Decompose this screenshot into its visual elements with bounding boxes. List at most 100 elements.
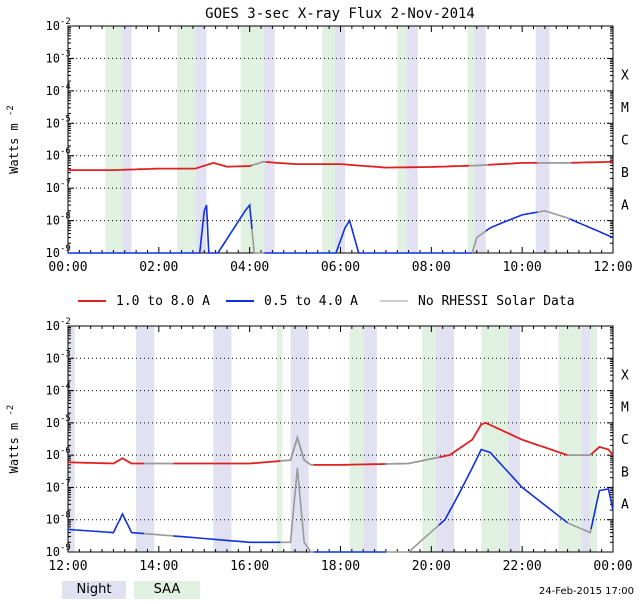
saa-band bbox=[481, 326, 508, 552]
flare-class-label: M bbox=[621, 401, 629, 416]
saa-legend-box: SAA bbox=[134, 581, 200, 599]
short-series-line bbox=[486, 212, 538, 231]
night-band bbox=[263, 26, 274, 253]
night-band bbox=[509, 326, 520, 552]
legend-label: 0.5 to 4.0 A bbox=[264, 294, 358, 309]
night-band bbox=[581, 326, 590, 552]
x-tick-label: 00:00 bbox=[593, 559, 632, 574]
y-tick-exponent: -4 bbox=[60, 82, 71, 92]
y-axis-label: Watts m -2 bbox=[6, 405, 21, 474]
y-tick-label: 10 bbox=[46, 84, 60, 98]
y-tick-label: 10 bbox=[46, 149, 60, 163]
y-tick-exponent: -9 bbox=[60, 543, 71, 553]
night-band bbox=[474, 26, 485, 253]
short-series-line bbox=[264, 221, 472, 253]
saa-band bbox=[468, 26, 475, 253]
flare-class-label: C bbox=[621, 134, 629, 149]
night-band bbox=[123, 26, 132, 253]
x-tick-label: 08:00 bbox=[412, 260, 451, 275]
night-band bbox=[406, 26, 417, 253]
x-tick-label: 12:00 bbox=[48, 559, 87, 574]
night-band bbox=[136, 326, 154, 552]
legend-label: No RHESSI Solar Data bbox=[418, 294, 575, 309]
y-tick-label: 10 bbox=[46, 319, 60, 333]
y-tick-exponent: -8 bbox=[60, 212, 71, 222]
y-axis-label: Watts m -2 bbox=[6, 105, 21, 174]
long-series-line bbox=[313, 464, 386, 465]
y-tick-exponent: -2 bbox=[60, 317, 71, 327]
y-tick-label: 10 bbox=[46, 246, 60, 260]
flare-class-label: B bbox=[621, 465, 629, 480]
y-tick-label: 10 bbox=[46, 181, 60, 195]
y-tick-label: 10 bbox=[46, 545, 60, 559]
night-band bbox=[335, 26, 345, 253]
x-tick-label: 16:00 bbox=[230, 559, 269, 574]
saa-band bbox=[322, 26, 335, 253]
y-tick-label: 10 bbox=[46, 448, 60, 462]
x-tick-label: 02:00 bbox=[139, 260, 178, 275]
x-tick-label: 14:00 bbox=[139, 559, 178, 574]
flare-class-label: A bbox=[621, 198, 629, 213]
saa-band bbox=[422, 326, 436, 552]
y-tick-label: 10 bbox=[46, 116, 60, 130]
x-tick-label: 12:00 bbox=[593, 260, 632, 275]
y-tick-exponent: -4 bbox=[60, 382, 71, 392]
long-series-line bbox=[68, 458, 144, 463]
x-tick-label: 20:00 bbox=[412, 559, 451, 574]
y-tick-exponent: -6 bbox=[60, 147, 71, 157]
y-tick-exponent: -2 bbox=[60, 17, 71, 27]
y-tick-exponent: -7 bbox=[60, 179, 71, 189]
night-band bbox=[536, 26, 550, 253]
y-axis-label-exponent: -2 bbox=[6, 105, 16, 116]
y-tick-exponent: -6 bbox=[60, 446, 71, 456]
x-tick-label: 22:00 bbox=[503, 559, 542, 574]
panel-2: 10-910-810-710-610-510-410-310-2ABCMXWat… bbox=[6, 317, 633, 574]
shading-legend: Night SAA bbox=[62, 581, 200, 599]
x-tick-label: 10:00 bbox=[503, 260, 542, 275]
flare-class-label: X bbox=[621, 368, 629, 383]
y-tick-label: 10 bbox=[46, 513, 60, 527]
flare-class-label: C bbox=[621, 433, 629, 448]
long-series-line bbox=[571, 162, 613, 163]
y-tick-exponent: -7 bbox=[60, 478, 71, 488]
flare-class-label: X bbox=[621, 69, 629, 84]
x-tick-label: 18:00 bbox=[321, 559, 360, 574]
flare-class-label: B bbox=[621, 166, 629, 181]
saa-band bbox=[277, 326, 282, 552]
chart-title: GOES 3-sec X-ray Flux 2-Nov-2014 bbox=[205, 6, 475, 22]
saa-band bbox=[241, 26, 264, 253]
flare-class-label: M bbox=[621, 101, 629, 116]
saa-band bbox=[177, 26, 196, 253]
y-tick-label: 10 bbox=[46, 351, 60, 365]
long-series-line bbox=[568, 455, 591, 456]
y-tick-label: 10 bbox=[46, 416, 60, 430]
saa-band bbox=[397, 26, 406, 253]
night-legend-box: Night bbox=[62, 581, 126, 599]
long-series-line bbox=[469, 165, 488, 166]
x-tick-label: 00:00 bbox=[48, 260, 87, 275]
short-series-line bbox=[570, 219, 614, 238]
saa-band bbox=[350, 326, 364, 552]
y-tick-exponent: -5 bbox=[60, 114, 71, 124]
long-series-line bbox=[266, 162, 469, 168]
y-tick-exponent: -8 bbox=[60, 511, 71, 521]
y-tick-label: 10 bbox=[46, 214, 60, 228]
y-axis-label-exponent: -2 bbox=[6, 405, 16, 416]
short-series-line bbox=[68, 205, 252, 253]
y-tick-label: 10 bbox=[46, 384, 60, 398]
legend-label: 1.0 to 8.0 A bbox=[116, 294, 210, 309]
y-tick-exponent: -3 bbox=[60, 49, 71, 59]
night-band bbox=[196, 26, 206, 253]
x-tick-label: 06:00 bbox=[321, 260, 360, 275]
long-series-line bbox=[488, 163, 537, 165]
y-tick-label: 10 bbox=[46, 19, 60, 33]
y-tick-label: 10 bbox=[46, 480, 60, 494]
short-series-line bbox=[68, 514, 144, 534]
y-tick-label: 10 bbox=[46, 51, 60, 65]
night-band bbox=[213, 326, 231, 552]
long-series-line bbox=[68, 163, 252, 170]
x-tick-label: 04:00 bbox=[230, 260, 269, 275]
saa-band bbox=[105, 26, 122, 253]
